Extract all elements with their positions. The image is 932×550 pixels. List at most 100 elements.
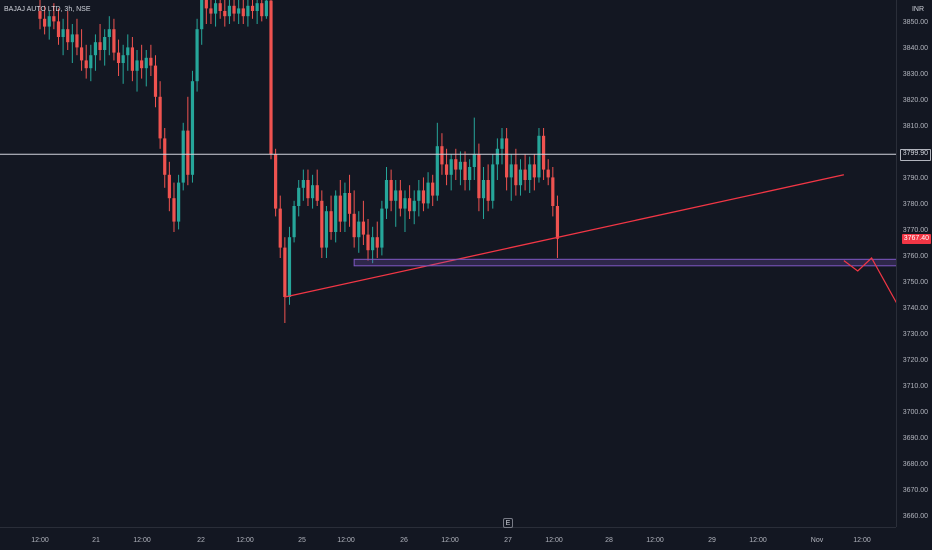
time-axis-label: 12:00 [236,537,254,544]
candle-body [283,247,287,297]
candle-body [218,3,222,11]
chart-pane[interactable]: BAJAJ AUTO LTD, 3h, NSE [0,0,896,527]
candle-body [431,182,435,196]
candle-body [186,130,190,175]
time-axis-label: 28 [605,537,613,544]
candle-body [163,138,167,175]
candle-body [440,146,444,165]
candle-body [408,198,412,212]
candle-body [204,0,208,9]
time-axis-label: 12:00 [133,537,151,544]
candle-body [79,47,84,61]
price-axis-label: 3840.00 [902,45,928,52]
candle-body [347,193,352,214]
candle-body [334,195,338,232]
candle-body [237,8,241,14]
price-axis-label: 3730.00 [902,331,928,338]
candle-body [324,211,329,248]
candle-body [394,190,398,201]
candle-body [518,169,523,186]
candlestick-chart[interactable] [0,0,896,527]
candle-body [421,190,426,204]
candle-body [260,3,264,17]
time-axis[interactable]: 12:00 21 12:00 22 12:00 25 12:00 26 12:00 27 12:00… [0,527,896,550]
candle-body [528,164,532,180]
candle-body [509,164,513,178]
currency-label[interactable]: INR [911,6,924,13]
price-axis-label: 3690.00 [902,435,928,442]
price-axis-label: 3770.00 [902,227,928,234]
candle-body [361,221,365,235]
projection-arrow-path [843,257,896,304]
candle-body [292,206,296,238]
candle-body [75,34,79,48]
candle-body [61,29,65,37]
candle-body [84,60,88,69]
candle-body [329,211,333,232]
last-price-tag: 3767.40 [901,233,931,244]
candle-body [458,161,463,170]
candle-body [213,3,218,14]
candle-body [278,208,282,248]
time-axis-label: Nov [810,537,824,544]
time-axis-label: 12:00 [853,537,871,544]
candle-body [417,190,421,201]
price-axis-label: 3750.00 [902,279,928,286]
candle-body [153,65,158,97]
price-axis-label: 3720.00 [902,357,928,364]
candle-body [297,187,301,206]
time-axis-label: 12:00 [337,537,355,544]
candle-body [403,198,407,209]
candle-body [454,159,458,170]
time-axis-label: 12:00 [441,537,459,544]
candle-body [177,182,181,222]
candle-body [389,180,393,201]
candle-body [89,55,93,69]
candle-body [264,0,268,17]
candle-body [70,34,74,43]
candle-body [190,81,195,175]
candle-body [200,0,204,30]
candle-body [241,8,245,17]
candle-body [232,5,236,14]
price-axis[interactable]: INR 3850.00 3840.00 3830.00 3820.00 3810.00 3… [896,0,932,527]
time-axis-label: 29 [708,537,716,544]
candle-body [352,213,356,238]
price-axis-label: 3680.00 [902,461,928,468]
price-axis-label: 3670.00 [902,487,928,494]
candle-body [537,135,541,178]
candle-body [541,135,546,170]
candle-body [546,169,550,178]
candle-body [149,57,153,66]
candle-body [380,208,384,248]
support-zone-rectangle [353,258,896,267]
candle-body [412,200,416,212]
symbol-title[interactable]: BAJAJ AUTO LTD, 3h, NSE [4,6,91,13]
candle-body [523,169,527,180]
price-axis-label: 3790.00 [902,175,928,182]
candle-body [315,185,319,201]
candle-body [343,193,347,222]
candle-body [320,200,324,248]
candle-body [140,60,144,69]
candle-body [357,221,361,238]
candle-body [449,159,453,175]
price-axis-label: 3780.00 [902,201,928,208]
candle-body [366,234,370,251]
time-axis-label: 26 [400,537,408,544]
ascending-trendline [284,174,845,298]
candle-body [551,177,555,206]
time-axis-label: 12:00 [545,537,563,544]
candle-body [172,198,176,222]
candle-body [116,52,121,63]
horizontal-line-price-tag: 3799.90 [899,149,931,162]
candle-body [274,154,278,209]
price-axis-label: 3830.00 [902,71,928,78]
candle-body [223,11,227,17]
candle-body [130,47,134,71]
candle-body [477,154,481,199]
candle-body [209,8,213,14]
candle-body [250,5,255,11]
candle-body [338,195,342,222]
events-button[interactable]: E [503,518,513,528]
